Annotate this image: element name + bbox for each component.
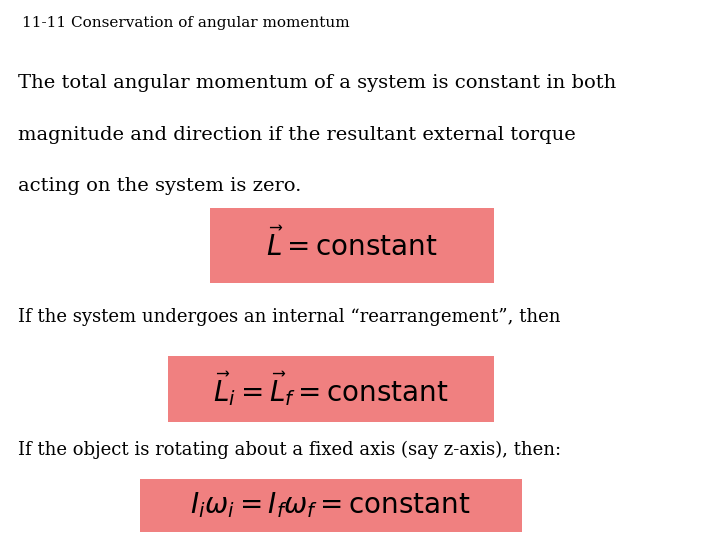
Text: If the system undergoes an internal “rearrangement”, then: If the system undergoes an internal “rea…	[18, 308, 560, 326]
Text: magnitude and direction if the resultant external torque: magnitude and direction if the resultant…	[18, 125, 575, 144]
Text: If the object is rotating about a fixed axis (say z-axis), then:: If the object is rotating about a fixed …	[18, 441, 561, 459]
Text: $I_i\omega_i = I_f\omega_f = {\rm constant}$: $I_i\omega_i = I_f\omega_f = {\rm consta…	[190, 491, 471, 521]
FancyBboxPatch shape	[140, 479, 522, 532]
Text: 11-11 Conservation of angular momentum: 11-11 Conservation of angular momentum	[22, 16, 350, 30]
FancyBboxPatch shape	[168, 356, 493, 422]
Text: $\vec{L} = {\rm constant}$: $\vec{L} = {\rm constant}$	[266, 228, 438, 262]
Text: $\vec{L}_i = \vec{L}_f = {\rm constant}$: $\vec{L}_i = \vec{L}_f = {\rm constant}$	[213, 369, 449, 408]
FancyBboxPatch shape	[210, 208, 493, 283]
Text: acting on the system is zero.: acting on the system is zero.	[18, 177, 301, 195]
Text: The total angular momentum of a system is constant in both: The total angular momentum of a system i…	[18, 74, 616, 92]
